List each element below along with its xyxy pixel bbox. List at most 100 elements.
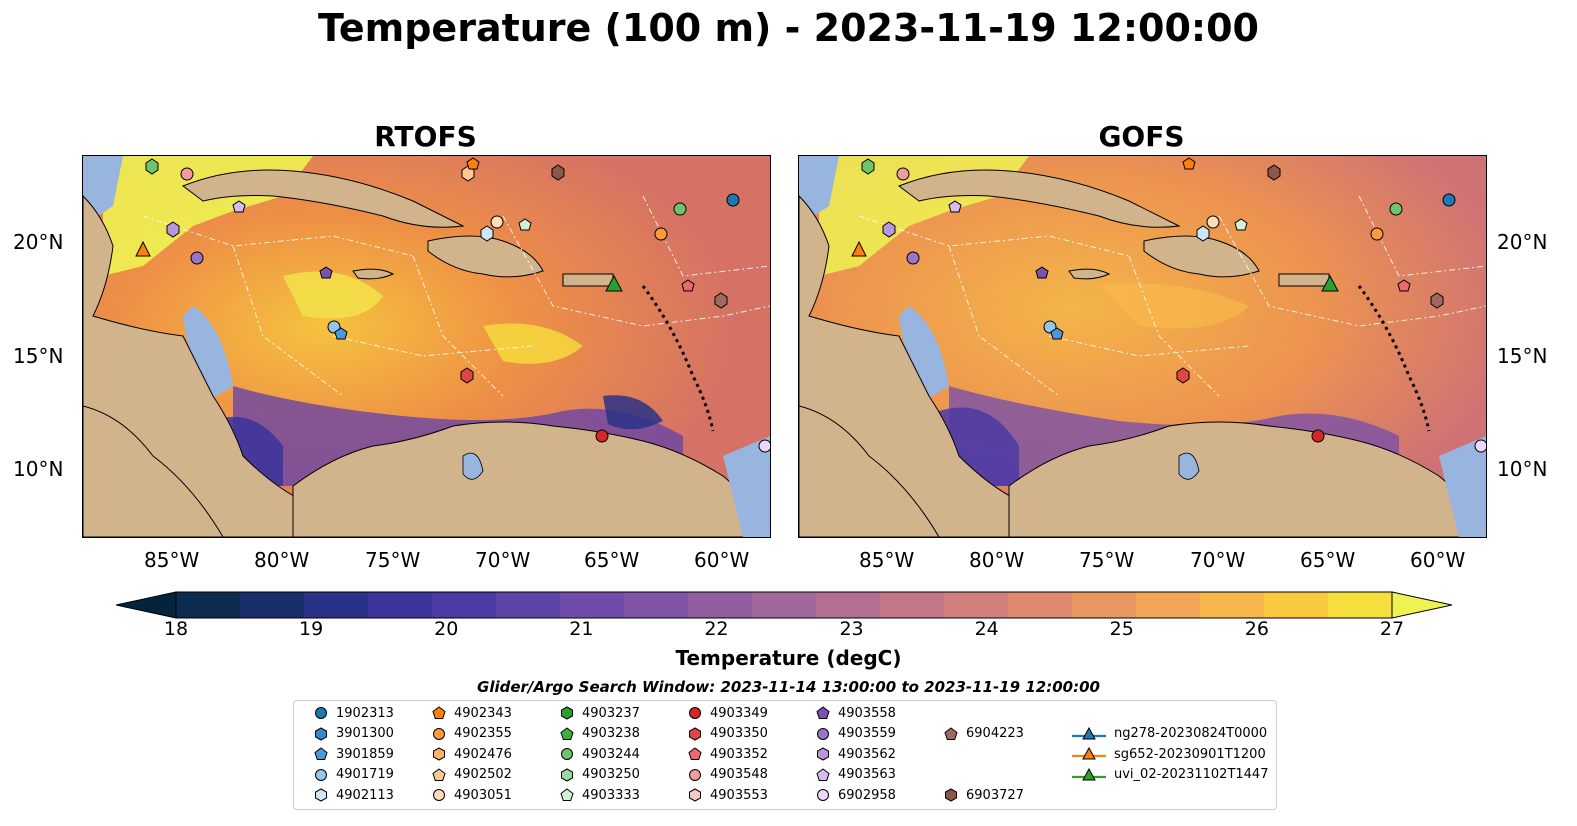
colorbar-segment xyxy=(1264,592,1329,618)
legend-entry: 4901719 xyxy=(314,765,394,785)
land-cuba xyxy=(897,169,1181,228)
colorbar-segment xyxy=(1328,592,1393,618)
colorbar-tick-label: 19 xyxy=(299,618,324,640)
circle-marker-icon xyxy=(817,789,829,801)
legend-entry: 4902476 xyxy=(432,744,512,764)
lat-label-left-10n: 10°N xyxy=(13,457,64,481)
legend-entry: 3901859 xyxy=(314,744,394,764)
legend-entry: 4903238 xyxy=(560,724,640,744)
colorbar-tick-label: 21 xyxy=(569,618,594,640)
lon-label-60w: 60°W xyxy=(694,548,750,572)
figure-title: Temperature (100 m) - 2023-11-19 12:00:0… xyxy=(317,6,1259,50)
legend-entry-label: 4903350 xyxy=(710,726,768,741)
legend-entry-label: 4903562 xyxy=(838,746,896,762)
colorbar-tick-label: 23 xyxy=(839,618,864,640)
hexagon-marker-icon xyxy=(945,788,957,802)
legend-entry-label: 4903553 xyxy=(710,787,768,803)
marker-group xyxy=(851,157,1486,453)
circle-marker-icon xyxy=(561,748,573,760)
legend-entry-label: 6902958 xyxy=(838,787,896,803)
lon-label-70w: 70°W xyxy=(475,548,531,572)
legend-entry-label: 4903548 xyxy=(710,767,768,782)
legend-entry: 3901300 xyxy=(314,724,394,744)
legend-entry-label: 4903333 xyxy=(582,787,640,803)
shelf xyxy=(899,306,949,401)
circle-marker-icon xyxy=(433,727,445,740)
panel-title-rtofs: RTOFS xyxy=(374,120,477,153)
rtofs-map[interactable] xyxy=(82,155,771,538)
pentagon-marker-icon xyxy=(432,706,446,719)
legend-entry-label: 4903051 xyxy=(454,787,512,803)
legend: 1902313 3901300 3901859 4901719 4902113 49023… xyxy=(293,700,1277,810)
circle-marker-icon xyxy=(433,789,445,801)
land-jamaica xyxy=(1068,268,1111,280)
legend-entry: 6903727 xyxy=(944,785,1024,805)
hexagon-marker-icon xyxy=(817,747,829,761)
legend-entry-label: 4902502 xyxy=(454,767,512,782)
colorbar-segment xyxy=(1136,592,1201,618)
legend-entry-label: 4902113 xyxy=(336,787,394,803)
cool-region xyxy=(603,395,663,430)
legend-entry-label: 4902343 xyxy=(454,705,512,721)
lat-label-right-10n: 10°N xyxy=(1497,457,1548,481)
warm-patch xyxy=(1099,283,1249,329)
circle-marker-icon xyxy=(689,707,701,719)
colorbar-segment xyxy=(880,592,945,618)
lon-label-85w: 85°W xyxy=(144,548,200,572)
land-cuba xyxy=(181,169,465,228)
colorbar-segment xyxy=(752,592,817,618)
land-puerto-rico xyxy=(1278,273,1330,287)
legend-entry: 1902313 xyxy=(314,703,394,723)
legend-entry-label: 4903563 xyxy=(838,767,896,782)
legend-entry-label: 4901719 xyxy=(336,767,394,782)
legend-entry-label: 4903244 xyxy=(582,746,640,762)
lat-label-left-20n: 20°N xyxy=(13,230,64,254)
lon-label-75w: 75°W xyxy=(365,548,421,572)
pentagon-marker-icon xyxy=(816,767,830,781)
marker-group xyxy=(135,157,770,453)
legend-entry-label: 4903238 xyxy=(582,726,640,741)
colorbar-tick-label: 26 xyxy=(1244,618,1269,640)
legend-entry: uvi_02-20231102T1447 xyxy=(1072,765,1268,785)
hexagon-marker-icon xyxy=(315,726,327,741)
colorbar-segment xyxy=(1072,592,1137,618)
lake-maracaibo xyxy=(462,452,484,480)
lake-maracaibo xyxy=(1178,452,1200,480)
colorbar-label: Temperature (degC) xyxy=(675,646,902,670)
legend-entry: 4903563 xyxy=(816,765,896,785)
lon-label-75w: 75°W xyxy=(1079,548,1135,572)
panel-title-gofs: GOFS xyxy=(1098,120,1185,153)
legend-entry: 4903250 xyxy=(560,765,640,785)
circle-marker-icon xyxy=(817,727,829,740)
colorbar-segment xyxy=(560,592,625,618)
pentagon-marker-icon xyxy=(560,788,574,801)
colorbar-segment xyxy=(816,592,881,618)
hexagon-marker-icon xyxy=(689,788,701,802)
legend-entry-label: ng278-20230824T0000 xyxy=(1114,726,1268,741)
colorbar-segment xyxy=(176,592,241,618)
land-puerto-rico xyxy=(562,273,614,287)
lesser-antilles xyxy=(641,285,715,432)
hexagon-marker-icon xyxy=(689,726,701,741)
circle-marker-icon xyxy=(315,768,327,781)
warm-patch xyxy=(483,323,583,364)
legend-entry-label: 6903727 xyxy=(966,787,1024,803)
colorbar-segment xyxy=(304,592,369,618)
colorbar-segment xyxy=(240,592,305,618)
legend-entry: sg652-20230901T1200 xyxy=(1072,744,1266,764)
circle-marker-icon xyxy=(315,707,327,719)
legend-entry: 4903349 xyxy=(688,703,768,723)
colorbar-segment xyxy=(688,592,753,618)
legend-entry: 6904223 xyxy=(944,724,1024,744)
legend-entry-label: 3901300 xyxy=(336,726,394,741)
legend-entry-label: sg652-20230901T1200 xyxy=(1114,746,1266,762)
lat-label-right-20n: 20°N xyxy=(1497,230,1548,254)
colorbar-frame xyxy=(175,591,1393,619)
colorbar-tick-label: 18 xyxy=(163,618,189,640)
legend-title: Glider/Argo Search Window: 2023-11-14 13… xyxy=(477,678,1100,696)
colorbar-tick-label: 24 xyxy=(974,618,999,640)
colorbar-segment xyxy=(368,592,433,618)
gofs-map[interactable] xyxy=(798,155,1487,538)
legend-entry: 4903562 xyxy=(816,744,896,764)
lon-label-65w: 65°W xyxy=(584,548,640,572)
